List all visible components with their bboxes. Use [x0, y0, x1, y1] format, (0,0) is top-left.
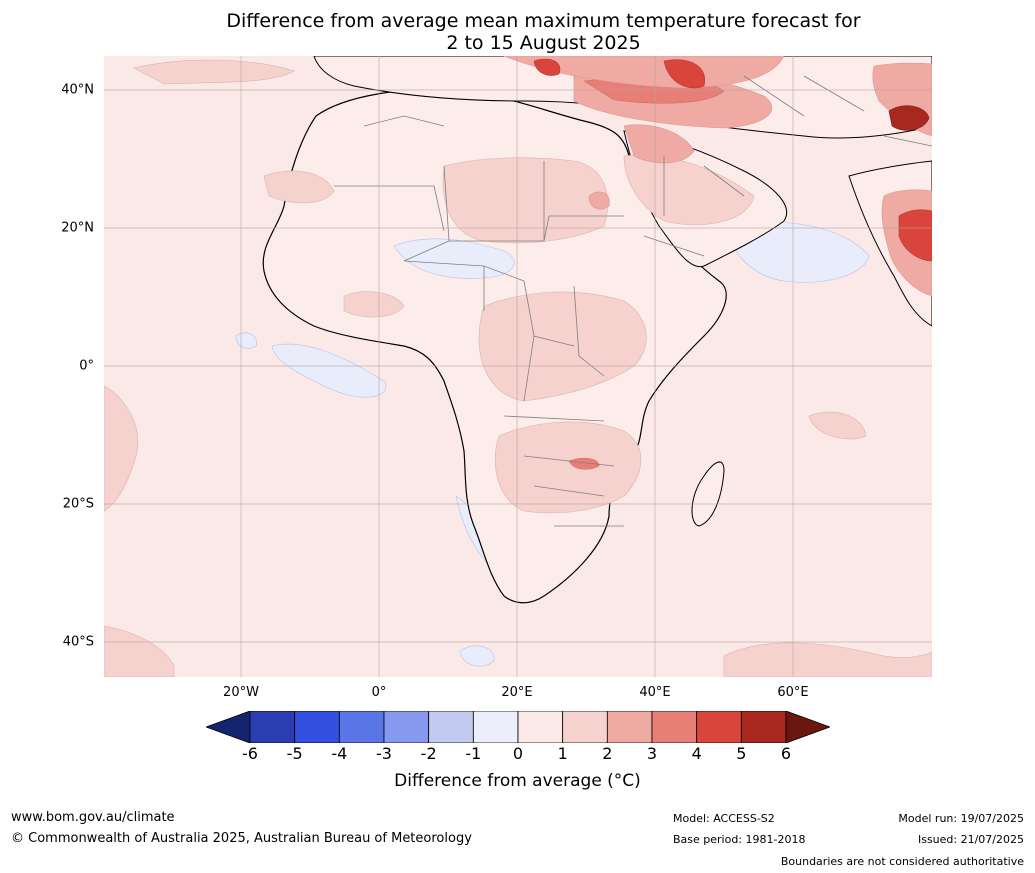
colorbar-swatch [696, 710, 742, 744]
lat-label-40n: 40°N [61, 82, 94, 98]
warm-iraq [623, 124, 695, 164]
title-line-2: 2 to 15 August 2025 [446, 32, 641, 54]
warm-pakistan-hotspot [888, 105, 930, 131]
colorbar-swatch [651, 710, 698, 744]
colorbar-tick-label: -3 [376, 744, 392, 763]
warm-southern [494, 421, 642, 514]
ocean-warm-west-coast [104, 385, 138, 512]
colorbar-swatches [204, 710, 832, 744]
ocean-warm-sw [104, 625, 175, 677]
lon-label-60e: 60°E [777, 685, 809, 700]
ocean-warm-se [723, 642, 932, 677]
issued-text: Issued: 21/07/2025 [917, 833, 1024, 846]
warm-nw-africa [263, 170, 335, 204]
colorbar-tick-label: -5 [286, 744, 303, 763]
warm-south-spot [568, 457, 600, 470]
colorbar-swatch [517, 710, 564, 744]
title-line-1: Difference from average mean maximum tem… [226, 10, 861, 32]
lat-label-40s: 40°S [62, 634, 94, 650]
colorbar-swatch [428, 710, 474, 744]
ocean-warm-indian [808, 411, 867, 440]
lon-label-20w: 20°W [223, 685, 259, 700]
warm-arabia-spot [588, 191, 610, 210]
lat-label-20s: 20°S [62, 496, 94, 512]
colorbar-swatch [294, 710, 340, 744]
model-text: Model: ACCESS-S2 [673, 812, 775, 825]
warm-india-core [898, 209, 932, 262]
madagascar [691, 461, 725, 527]
lat-label-20n: 20°N [61, 220, 94, 236]
base-period-text: Base period: 1981-2018 [673, 833, 806, 846]
warm-europe-hot-1 [533, 58, 561, 76]
colorbar-tick-label: 4 [691, 744, 702, 763]
colorbar-tick-label: 3 [646, 744, 658, 763]
warm-west-africa [343, 291, 405, 318]
colorbar-swatch [606, 710, 653, 744]
country-boundaries [334, 75, 932, 527]
colorbar-tick-label: -2 [420, 744, 437, 763]
disclaimer-text: Boundaries are not considered authoritat… [780, 855, 1024, 868]
colorbar-swatch [472, 710, 519, 744]
website-link[interactable]: www.bom.gov.au/climate [11, 810, 175, 825]
colorbar-extend-low [204, 710, 251, 744]
colorbar-swatch [249, 710, 296, 744]
colorbar-tick-label: -6 [242, 744, 258, 763]
colorbar [204, 710, 832, 744]
colorbar-swatch [383, 710, 430, 744]
colorbar-swatch [338, 710, 385, 744]
copyright-text: © Commonwealth of Australia 2025, Austra… [11, 831, 472, 846]
warm-sahel-east [442, 157, 608, 244]
colorbar-tick-label: -1 [465, 744, 482, 763]
ocean-warm-nw [133, 59, 295, 85]
colorbar-tick-label: 2 [602, 744, 613, 763]
colorbar-tick-label: 1 [557, 744, 568, 763]
ocean-cool-south [459, 645, 495, 667]
warm-arabia [623, 154, 755, 226]
colorbar-tick-label: 0 [512, 744, 524, 763]
warm-europe-hot-2 [663, 59, 706, 89]
colorbar-extend-high [785, 710, 832, 744]
colorbar-tick-label: 6 [780, 744, 792, 763]
colorbar-tick-label: -4 [331, 744, 348, 763]
colorbar-swatch [740, 710, 787, 744]
lat-label-0: 0° [79, 358, 94, 374]
lon-label-0: 0° [371, 685, 387, 700]
colorbar-swatch [562, 710, 608, 744]
forecast-map [104, 56, 932, 677]
ocean-cool-gulf-guinea [271, 343, 387, 398]
lon-label-40e: 40°E [639, 685, 671, 700]
lon-label-20e: 20°E [501, 685, 533, 700]
map-title: Difference from average mean maximum tem… [0, 10, 1035, 54]
ocean-cool-arabian-sea [731, 221, 870, 283]
graticule [104, 56, 932, 677]
model-run-text: Model run: 19/07/2025 [898, 812, 1024, 825]
colorbar-tick-label: 5 [736, 744, 747, 763]
colorbar-label: Difference from average (°C) [394, 771, 641, 791]
